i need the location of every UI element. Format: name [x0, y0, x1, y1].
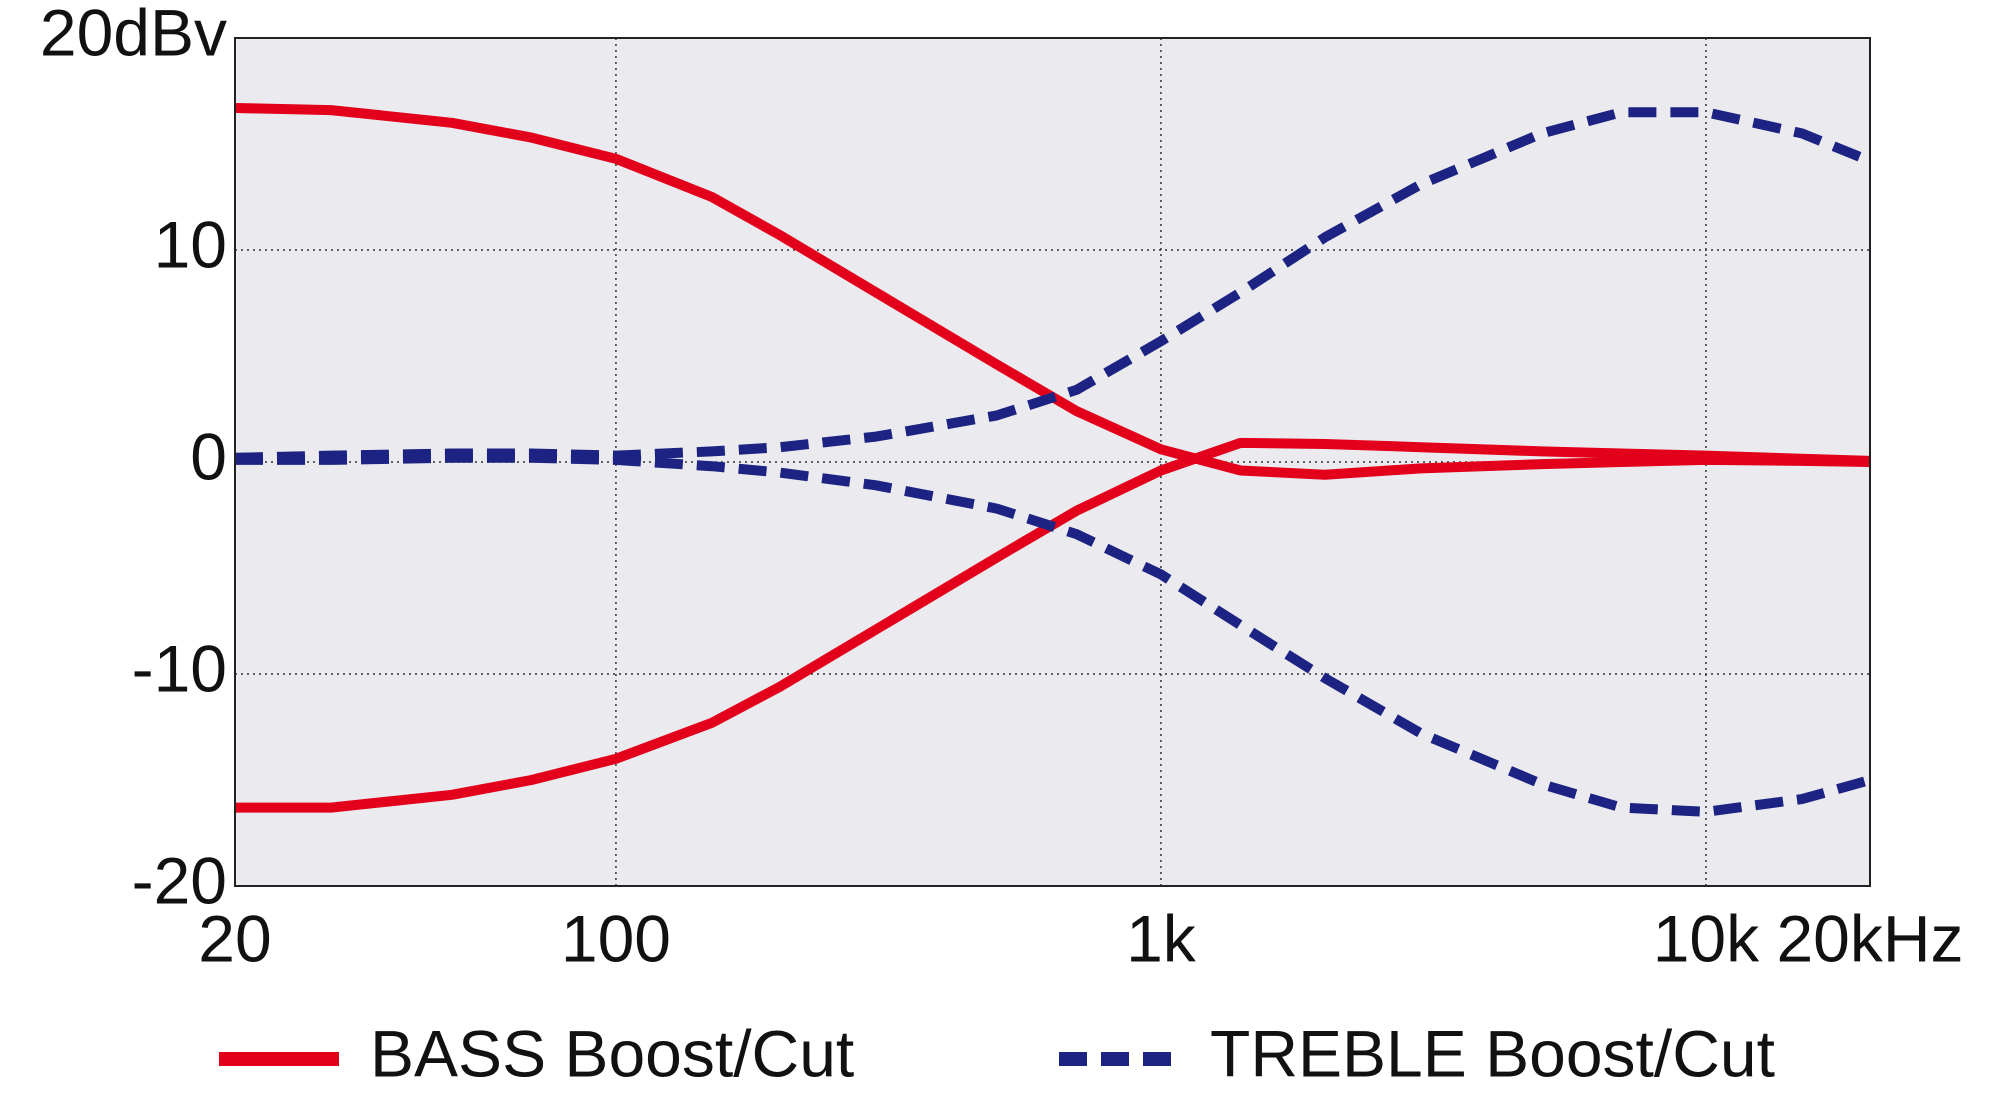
- legend-label: TREBLE Boost/Cut: [1210, 1016, 1775, 1090]
- x-tick-label: 100: [561, 901, 671, 975]
- curve: [234, 103, 1871, 480]
- x-tick-label: 20kHz: [1776, 901, 1963, 975]
- x-tick-label: 10k: [1653, 901, 1760, 975]
- labels: -20 -10 0 10 20dBv 20 100 1k 10k 20kHz BASS Boost/…: [40, 0, 1964, 1090]
- y-tick-label: -20: [132, 843, 227, 917]
- x-tick-label: 20: [198, 901, 271, 975]
- y-tick-label: 20dBv: [40, 0, 227, 69]
- legend-label: BASS Boost/Cut: [370, 1016, 854, 1090]
- y-tick-label: 10: [154, 207, 227, 281]
- y-tick-label: 0: [190, 419, 227, 493]
- plot-frame: [234, 37, 1871, 887]
- curve: [235, 452, 1872, 817]
- x-tick-label: 1k: [1126, 901, 1197, 975]
- y-tick-label: -10: [132, 631, 227, 705]
- curves: [234, 103, 1872, 817]
- curve: [235, 437, 1871, 813]
